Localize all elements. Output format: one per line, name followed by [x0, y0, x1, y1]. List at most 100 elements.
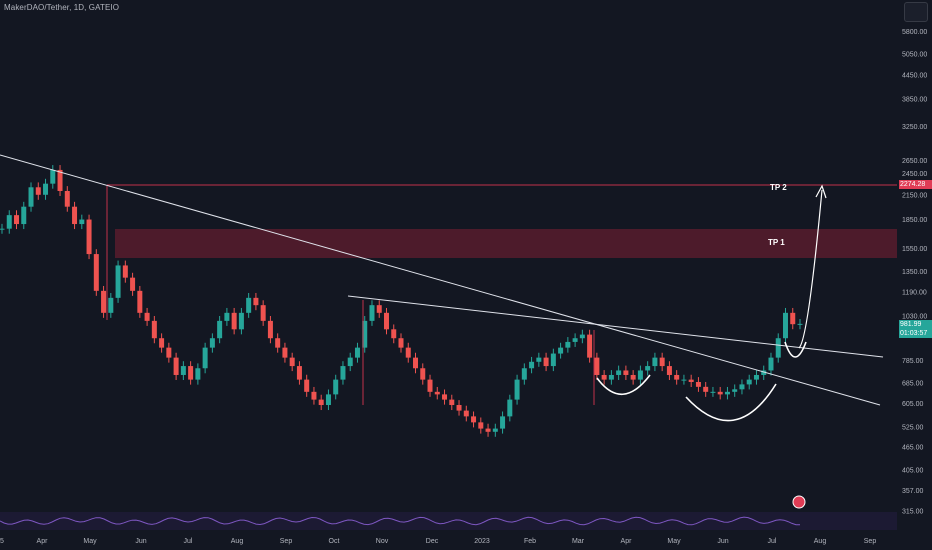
candle-body [354, 347, 360, 358]
price-tick-label: 3850.00 [902, 96, 927, 103]
candle-body [159, 338, 165, 348]
candle-body [86, 219, 92, 255]
tp1-zone [115, 229, 897, 258]
candle-body [144, 312, 150, 321]
candle-body [340, 366, 346, 380]
candle-body [543, 357, 549, 367]
cup-shape-3 [784, 341, 807, 358]
candle-body [565, 341, 571, 348]
candle-body [28, 187, 34, 207]
time-tick-label: May [667, 538, 681, 545]
candle-body [231, 312, 237, 330]
price-tick-label: 465.00 [902, 445, 924, 452]
candle-body [289, 357, 295, 367]
candle-body [652, 357, 658, 367]
candle-body [500, 416, 506, 429]
candle-body [6, 215, 12, 229]
price-tick-label: 4450.00 [902, 72, 927, 79]
indicator-background [0, 512, 897, 530]
candle-body [536, 357, 542, 362]
candle-body [478, 422, 484, 429]
price-tick-label: 5800.00 [902, 29, 927, 36]
candle-body [93, 254, 99, 291]
candle-body [434, 391, 440, 395]
time-tick-label: Feb [524, 538, 536, 545]
candle-body [246, 297, 252, 313]
candle-body [637, 370, 643, 380]
candle-body [775, 338, 781, 358]
candle-body [449, 399, 455, 406]
price-tick-label: 405.00 [902, 467, 924, 474]
candle-body [202, 347, 208, 369]
projection-arrow [798, 189, 823, 349]
candle-body [275, 338, 281, 348]
candle-body [616, 370, 622, 375]
candle-body [347, 357, 353, 367]
candle-body [797, 323, 803, 325]
candle-body [108, 297, 114, 313]
candle-body [456, 405, 462, 411]
tp2-price-tag: 2274.28 [899, 180, 932, 189]
time-tick-label: Jun [717, 538, 728, 545]
candle-body [507, 399, 513, 417]
candle-body [703, 386, 709, 392]
time-tick-label: Jul [184, 538, 193, 545]
candle-body [746, 379, 752, 385]
candle-body [608, 374, 614, 380]
price-tick-label: 357.00 [902, 488, 924, 495]
tp2-label: TP 2 [770, 183, 787, 192]
candle-body [594, 357, 600, 375]
price-tick-label: 1850.00 [902, 217, 927, 224]
candle-body [710, 391, 716, 393]
price-tick-label: 315.00 [902, 509, 924, 516]
neckline-trendline [347, 295, 884, 358]
price-tick-label: 2450.00 [902, 171, 927, 178]
price-tick-label: 1350.00 [902, 269, 927, 276]
candle-body [768, 357, 774, 371]
candle-body [151, 320, 157, 339]
candle-body [50, 169, 56, 184]
price-tick-label: 2150.00 [902, 192, 927, 199]
price-tick-label: 1550.00 [902, 246, 927, 253]
candles-layer [0, 165, 803, 437]
candle-body [739, 384, 745, 390]
time-tick-label: Mar [572, 538, 585, 545]
candle-body [587, 334, 593, 358]
candle-body [376, 305, 382, 313]
candle-body [224, 312, 230, 321]
candle-body [790, 312, 796, 325]
candle-body [645, 366, 651, 371]
time-tick-label: 2023 [474, 538, 490, 545]
candle-body [304, 379, 310, 392]
candle-body [463, 410, 469, 417]
candle-body [137, 290, 143, 313]
candle-body [521, 368, 527, 380]
time-tick-label: Jul [768, 538, 777, 545]
candle-body [427, 379, 433, 392]
candle-body [442, 394, 448, 400]
candle-body [173, 357, 179, 375]
candle-body [369, 305, 375, 321]
price-axis: 5800.00 5050.00 4450.00 3850.00 3250.00 2650.… [902, 29, 927, 516]
price-tick-label: 5050.00 [902, 52, 927, 59]
price-tick-label: 3250.00 [902, 124, 927, 131]
tp1-label: TP 1 [768, 238, 785, 247]
time-axis: 5 Apr May Jun Jul Aug Sep Oct Nov Dec 2023 Feb Mar Ap… [0, 538, 876, 545]
time-tick-label: May [83, 538, 97, 545]
current-price-tag: 981.99 [899, 320, 932, 329]
candle-body [630, 374, 636, 380]
candle-body [195, 368, 201, 380]
candle-body [217, 320, 223, 339]
candle-body [601, 374, 607, 380]
chart-settings-button[interactable] [904, 2, 928, 22]
time-tick-label: Jun [135, 538, 146, 545]
candle-body [21, 206, 27, 225]
candle-body [79, 219, 85, 225]
candle-body [115, 265, 121, 298]
time-tick-label: Apr [37, 538, 49, 545]
candle-body [260, 305, 266, 321]
candle-body [391, 329, 397, 339]
candle-body [782, 312, 788, 339]
time-tick-label: Nov [376, 538, 389, 545]
